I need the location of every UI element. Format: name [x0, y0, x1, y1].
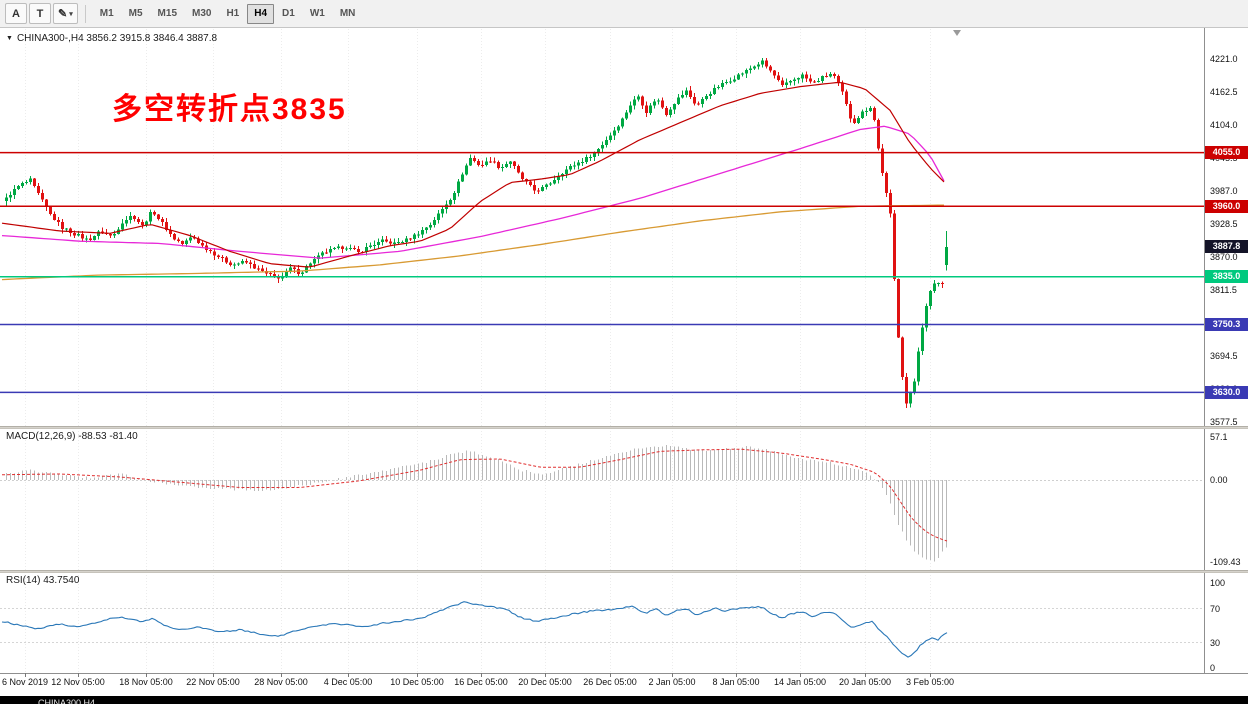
price-axis-label: 3811.5 — [1210, 285, 1237, 295]
timeframe-button-m1[interactable]: M1 — [99, 8, 114, 19]
candlestick-series — [5, 57, 948, 408]
toolbar-button-t[interactable]: T — [29, 3, 51, 24]
collapse-arrow-icon[interactable]: ▼ — [6, 35, 13, 42]
macd-histogram — [6, 444, 947, 562]
price-axis-label: 4221.0 — [1210, 54, 1238, 64]
rsi-axis-label: 0 — [1210, 663, 1216, 673]
bottom-tab-bar[interactable]: CHINA300,H4 — [0, 696, 1248, 704]
price-line-badge: 3835.0 — [1205, 270, 1248, 284]
toolbar-separator — [84, 4, 86, 23]
macd-label: MACD(12,26,9) -88.53 -81.40 — [6, 431, 138, 442]
ma-red-line — [1, 81, 945, 268]
timeframe-group: M1 M5 M15 M30 H1 H4 D1 W1 MN — [93, 3, 363, 24]
current-price-badge: 3887.8 — [1205, 240, 1248, 254]
rsi-axis-label: 70 — [1210, 603, 1221, 614]
price-axis-label: 3870.0 — [1210, 252, 1238, 262]
price-line-badge: 3960.0 — [1205, 199, 1248, 213]
timeframe-button-m30[interactable]: M30 — [192, 8, 212, 19]
toolbar-button-a[interactable]: A — [5, 3, 27, 24]
chart-title-ohlc: CHINA300-,H4 3856.2 3915.8 3846.4 3887.8 — [16, 33, 218, 44]
toolbar-button-a-label: A — [12, 7, 20, 20]
time-axis-label: 28 Nov 05:00 — [254, 677, 308, 687]
chart-shift-marker[interactable] — [953, 30, 961, 36]
price-axis-label: 3987.0 — [1210, 186, 1238, 196]
time-axis-label: 16 Dec 05:00 — [454, 677, 508, 687]
macd-axis-label: 0.00 — [1210, 475, 1228, 485]
macd-axis-label: -109.43 — [1210, 557, 1241, 568]
time-axis-label: 22 Nov 05:00 — [186, 677, 240, 687]
time-axis-label: 8 Jan 05:00 — [712, 677, 760, 687]
panel-splitter-macd[interactable] — [0, 426, 1248, 429]
chevron-down-icon: ▾ — [69, 10, 73, 18]
vertical-gridlines — [25, 29, 931, 677]
time-axis[interactable] — [0, 673, 1248, 696]
time-axis-label: 10 Dec 05:00 — [390, 677, 444, 687]
price-axis-column[interactable] — [1204, 28, 1248, 696]
macd-axis-label: 57.1 — [1210, 432, 1228, 442]
rsi-line — [1, 601, 948, 658]
price-axis-label: 3694.5 — [1210, 351, 1238, 361]
rsi-label: RSI(14) 43.7540 — [6, 575, 80, 586]
ma-orange-line — [1, 204, 944, 281]
price-axis-label: 3577.5 — [1210, 417, 1238, 427]
price-axis-label: 4162.5 — [1210, 87, 1238, 97]
rsi-plot — [0, 601, 1204, 658]
chart-annotation[interactable]: 多空转折点3835 — [112, 93, 347, 126]
timeframe-button-w1[interactable]: W1 — [309, 8, 325, 19]
horizontal-level-lines[interactable] — [0, 151, 1204, 394]
main-chart-plot[interactable] — [1, 57, 948, 408]
time-axis-label: 20 Dec 05:00 — [518, 677, 572, 687]
toolbar-button-t-label: T — [36, 7, 44, 20]
timeframe-button-d1[interactable]: D1 — [282, 8, 295, 19]
time-axis-label: 12 Nov 05:00 — [51, 677, 105, 687]
macd-plot — [0, 444, 1204, 562]
timeframe-button-m5[interactable]: M5 — [128, 8, 143, 19]
macd-signal-line — [2, 448, 948, 542]
panel-splitter-rsi[interactable] — [0, 570, 1248, 573]
timeframe-button-m15[interactable]: M15 — [157, 8, 177, 19]
rsi-axis-label: 100 — [1210, 578, 1226, 588]
time-axis-label: 6 Nov 2019 — [1, 677, 49, 687]
time-axis-label: 2 Jan 05:00 — [648, 677, 696, 687]
price-axis-label: 3928.5 — [1210, 219, 1238, 229]
time-axis-label: 20 Jan 05:00 — [838, 677, 892, 687]
time-axis-label: 26 Dec 05:00 — [583, 677, 637, 687]
price-line-badge: 3750.3 — [1205, 318, 1248, 332]
price-line-badge: 4055.0 — [1205, 146, 1248, 160]
price-axis-label: 4104.0 — [1210, 120, 1238, 130]
timeframe-button-h1[interactable]: H1 — [226, 8, 240, 19]
time-axis-label: 18 Nov 05:00 — [119, 677, 173, 687]
chart-tab-label: CHINA300,H4 — [38, 698, 96, 704]
timeframe-button-mn[interactable]: MN — [339, 8, 356, 19]
time-axis-label: 3 Feb 05:00 — [905, 677, 955, 687]
drawing-tool-button[interactable]: ✎ ▾ — [53, 3, 78, 24]
price-line-badge: 3630.0 — [1205, 385, 1248, 399]
chart-header: ▼ CHINA300-,H4 3856.2 3915.8 3846.4 3887… — [6, 33, 217, 44]
toolbar: A T ✎ ▾ M1 M5 M15 M30 H1 H4 D1 W1 MN — [0, 0, 1248, 28]
rsi-axis-label: 30 — [1210, 637, 1221, 648]
pencil-icon: ✎ — [58, 8, 68, 20]
timeframe-button-h4[interactable]: H4 — [247, 3, 275, 24]
ma-magenta-line — [1, 125, 945, 259]
time-axis-label: 4 Dec 05:00 — [323, 677, 373, 687]
time-axis-label: 14 Jan 05:00 — [773, 677, 827, 687]
